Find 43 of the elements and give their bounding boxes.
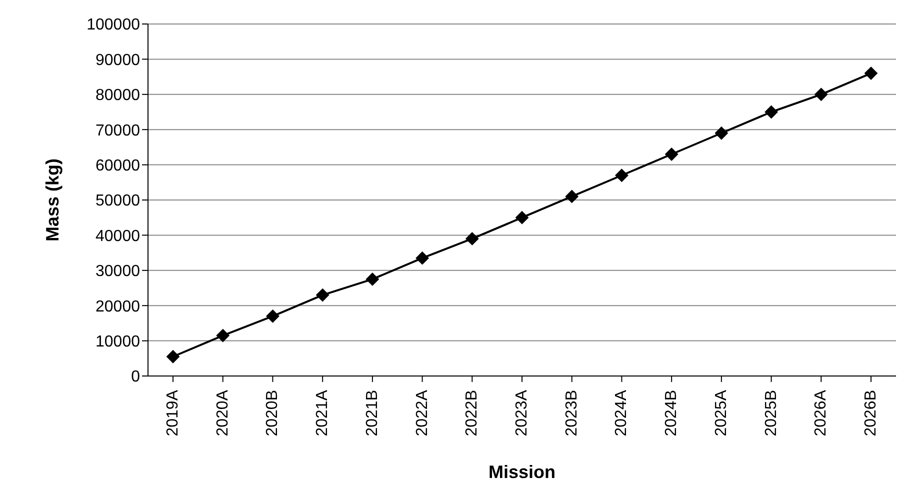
x-axis-title: Mission xyxy=(488,462,556,482)
x-tick-label: 2025B xyxy=(762,390,780,436)
point xyxy=(565,190,578,203)
x-tick-label: 2025A xyxy=(712,390,730,436)
point xyxy=(216,329,230,342)
x-tick-label: 2023A xyxy=(514,390,530,436)
x-tick-label: 2022A xyxy=(414,390,431,436)
y-tick-label: 60000 xyxy=(96,157,140,174)
point xyxy=(316,288,330,302)
y-axis-title: Mass (kg) xyxy=(42,158,62,242)
point xyxy=(814,88,828,101)
point xyxy=(714,126,728,140)
point xyxy=(615,168,628,182)
point xyxy=(864,66,878,80)
y-tick-label: 30000 xyxy=(96,263,140,280)
x-tick-label: 2022B xyxy=(464,390,481,436)
point xyxy=(764,106,778,118)
point xyxy=(665,148,678,161)
y-tick-label: 40000 xyxy=(96,228,140,245)
point xyxy=(416,252,429,265)
point xyxy=(366,272,379,286)
x-tick-label: 2024A xyxy=(613,390,630,436)
point xyxy=(166,350,180,364)
point xyxy=(516,211,528,224)
x-tick-label: 2019A xyxy=(164,390,182,436)
x-tick-label: 2023B xyxy=(563,390,580,436)
y-tick-label: 0 xyxy=(131,368,140,386)
y-tick-label: 70000 xyxy=(96,122,140,140)
point xyxy=(266,310,280,323)
x-tick-label: 2021A xyxy=(314,390,332,436)
x-tick-label: 2026B xyxy=(862,390,880,436)
x-tick-label: 2021B xyxy=(364,390,381,436)
x-tick-label: 2024B xyxy=(663,390,680,436)
y-tick-label: 20000 xyxy=(96,298,140,316)
point xyxy=(466,232,479,246)
y-tick-label: 80000 xyxy=(96,87,140,104)
y-tick-label: 100000 xyxy=(86,16,140,34)
y-tick-label: 50000 xyxy=(96,192,140,210)
x-tick-label: 2026A xyxy=(812,390,830,436)
y-tick-label: 90000 xyxy=(96,52,140,69)
x-tick-label: 2020A xyxy=(214,390,232,436)
x-tick-label: 2020B xyxy=(264,390,282,436)
y-tick-label: 10000 xyxy=(96,333,140,350)
